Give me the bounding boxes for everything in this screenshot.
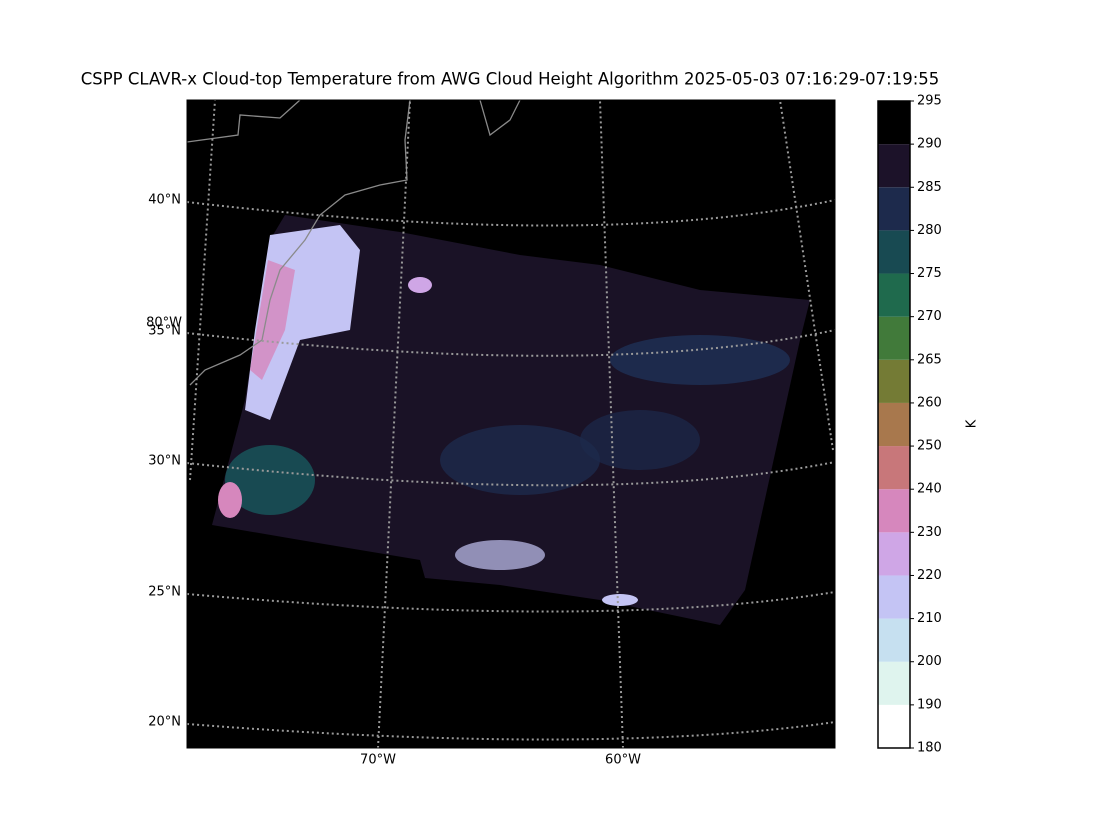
colorbar-bin: [878, 704, 910, 748]
colorbar-bin: [878, 316, 910, 360]
colorbar-bin: [878, 446, 910, 490]
colorbar-tick-label: 260: [917, 395, 942, 410]
colorbar-tick-label: 275: [917, 266, 942, 281]
colorbar-tick-label: 270: [917, 309, 942, 324]
colorbar-bin: [878, 402, 910, 447]
lat-label: 40°N: [148, 193, 181, 208]
map: [186, 99, 836, 749]
colorbar-frame: [877, 100, 911, 749]
colorbar-label: K: [965, 419, 980, 428]
colorbar-bin: [878, 144, 910, 188]
colorbar-tick-label: 180: [917, 741, 942, 756]
cloud-patches: [218, 225, 790, 606]
colorbar-bin: [878, 532, 910, 576]
colorbar-tick-label: 240: [917, 482, 942, 497]
lat-label: 25°N: [148, 585, 181, 600]
colorbar-tick-label: 295: [917, 94, 942, 109]
map-frame: [186, 99, 836, 749]
colorbar-bin: [878, 661, 910, 705]
colorbar-tick-label: 230: [917, 525, 942, 540]
lat-label: 35°N: [148, 324, 181, 339]
colorbar-tick-label: 210: [917, 611, 942, 626]
colorbar-bin: [878, 489, 910, 533]
colorbar-bin: [878, 359, 910, 403]
colorbar: 180 190 200 210 220 230 240 250 260 265 270 275 280 2…: [877, 94, 942, 756]
lon-label: 60°W: [605, 753, 641, 768]
map-labels: 40°N 35°N 30°N 25°N 20°N 80°W 70°W 60°W: [146, 193, 641, 768]
colorbar-tick-label: 280: [917, 223, 942, 238]
lon-label: 70°W: [360, 753, 396, 768]
colorbar-bin: [878, 101, 910, 145]
lat-label: 20°N: [148, 715, 181, 730]
colorbar-bin: [878, 230, 910, 274]
colorbar-tick-label: 285: [917, 180, 942, 195]
graticule: [186, 99, 836, 749]
colorbar-tick-label: 290: [917, 137, 942, 152]
colorbar-bin: [878, 618, 910, 662]
coastline: [186, 99, 521, 386]
lat-label: 30°N: [148, 454, 181, 469]
lon-label: 80°W: [146, 316, 182, 331]
colorbar-tick-label: 200: [917, 654, 942, 669]
colorbar-tick-label: 220: [917, 568, 942, 583]
title: CSPP CLAVR-x Cloud-top Temperature from …: [81, 70, 940, 89]
colorbar-tick-label: 265: [917, 352, 942, 367]
colorbar-bin: [878, 273, 910, 317]
colorbar-bin: [878, 187, 910, 231]
swath: [212, 215, 810, 625]
colorbar-tick-label: 190: [917, 697, 942, 712]
colorbar-bin: [878, 575, 910, 619]
colorbar-tick-label: 250: [917, 439, 942, 454]
